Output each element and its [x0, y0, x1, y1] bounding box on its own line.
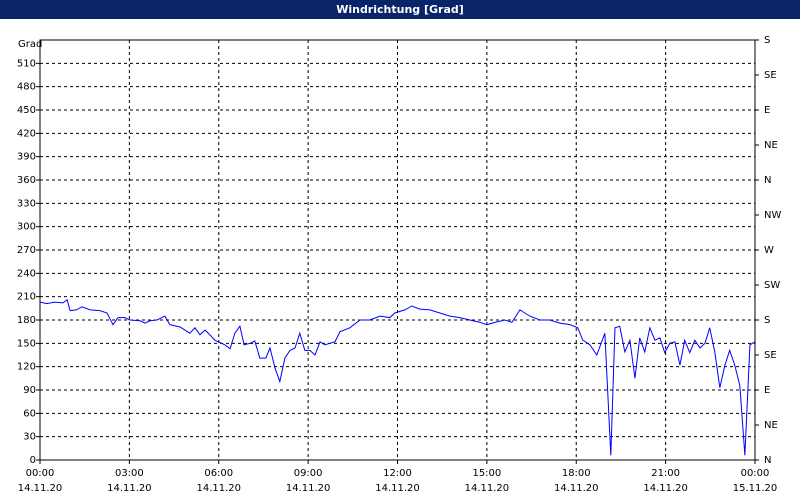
x-tick-label: 09:00 [294, 468, 323, 479]
y-tick-label: 300 [17, 222, 36, 233]
x-tick-label: 03:00 [115, 468, 144, 479]
x-tick-date: 14.11.20 [18, 483, 63, 494]
y2-tick-label: E [764, 105, 770, 116]
y2-tick-label: S [764, 315, 770, 326]
y-tick-label: 270 [17, 245, 36, 256]
x-tick-date: 14.11.20 [554, 483, 599, 494]
y2-tick-label: N [764, 455, 771, 466]
y2-tick-label: NE [764, 140, 778, 151]
y-axis-label: Grad [18, 39, 42, 50]
x-tick-date: 14.11.20 [107, 483, 152, 494]
y2-tick-label: SW [764, 280, 780, 291]
y-tick-label: 0 [30, 455, 36, 466]
x-tick-label: 00:00 [741, 468, 770, 479]
y2-tick-label: S [764, 35, 770, 46]
y-tick-label: 480 [17, 82, 36, 93]
y2-tick-label: SE [764, 350, 777, 361]
title-bar: Windrichtung [Grad] [0, 0, 800, 19]
y2-tick-label: W [764, 245, 774, 256]
y2-tick-label: SE [764, 70, 777, 81]
y2-tick-label: E [764, 385, 770, 396]
y-tick-label: 30 [23, 432, 36, 443]
y-tick-label: 240 [17, 268, 36, 279]
x-tick-label: 00:00 [26, 468, 55, 479]
y-tick-label: 510 [17, 58, 36, 69]
x-tick-label: 21:00 [651, 468, 680, 479]
y-tick-label: 60 [23, 408, 36, 419]
x-tick-date: 14.11.20 [286, 483, 331, 494]
x-tick-date: 14.11.20 [465, 483, 510, 494]
x-tick-label: 15:00 [472, 468, 501, 479]
y-tick-label: 210 [17, 292, 36, 303]
y-tick-label: 360 [17, 175, 36, 186]
y-tick-label: 330 [17, 198, 36, 209]
x-tick-label: 18:00 [562, 468, 591, 479]
x-tick-label: 06:00 [204, 468, 233, 479]
y-tick-label: 90 [23, 385, 36, 396]
y-tick-label: 120 [17, 362, 36, 373]
y-tick-label: 150 [17, 338, 36, 349]
y-tick-label: 420 [17, 128, 36, 139]
y2-tick-label: N [764, 175, 771, 186]
y-tick-label: 450 [17, 105, 36, 116]
y2-tick-label: NW [764, 210, 781, 221]
x-tick-date: 15.11.20 [733, 483, 778, 494]
data-line [39, 298, 756, 456]
y-tick-label: 390 [17, 152, 36, 163]
y-tick-label: 180 [17, 315, 36, 326]
x-tick-date: 14.11.20 [643, 483, 688, 494]
y2-tick-label: NE [764, 420, 778, 431]
x-tick-label: 12:00 [383, 468, 412, 479]
x-tick-date: 14.11.20 [375, 483, 420, 494]
x-tick-date: 14.11.20 [196, 483, 241, 494]
